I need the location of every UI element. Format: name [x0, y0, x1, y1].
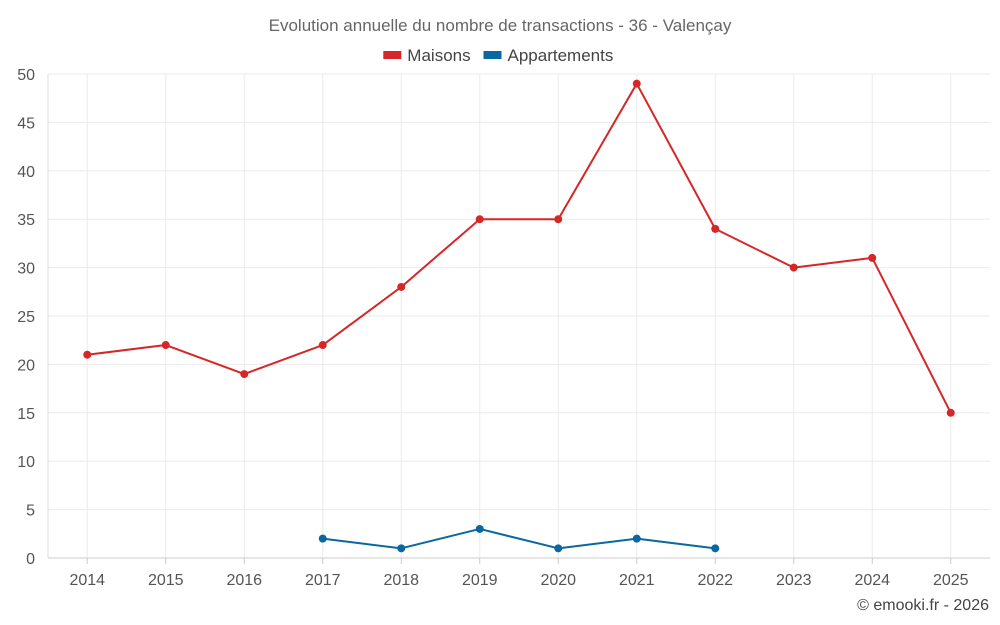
- y-tick-label: 25: [17, 309, 35, 326]
- data-point[interactable]: [632, 79, 641, 88]
- x-tick-label: 2024: [854, 572, 890, 589]
- x-tick-label: 2023: [776, 572, 812, 589]
- x-tick-label: 2015: [148, 572, 184, 589]
- data-point[interactable]: [475, 215, 484, 224]
- data-point[interactable]: [711, 224, 720, 233]
- y-tick-label: 35: [17, 212, 35, 229]
- credit-text: © emooki.fr - 2026: [857, 597, 989, 614]
- y-tick-label: 40: [17, 164, 35, 181]
- data-point[interactable]: [554, 215, 563, 224]
- x-tick-label: 2021: [619, 572, 655, 589]
- x-tick-label: 2016: [226, 572, 262, 589]
- y-axis-ticks: 0 5 10 15 20 25 30 35 40 45 50: [17, 67, 35, 568]
- series-line: [87, 82, 952, 414]
- x-tick-label: 2017: [305, 572, 341, 589]
- legend-item-maisons[interactable]: Maisons: [383, 46, 471, 65]
- y-tick-label: 15: [17, 406, 35, 423]
- data-point[interactable]: [868, 253, 877, 262]
- data-point[interactable]: [789, 263, 798, 272]
- data-point[interactable]: [318, 341, 327, 350]
- series-layer: [83, 79, 955, 553]
- y-tick-label: 30: [17, 261, 35, 278]
- data-point[interactable]: [240, 370, 249, 379]
- y-tick-label: 0: [26, 551, 35, 568]
- y-tick-label: 45: [17, 115, 35, 132]
- y-tick-label: 10: [17, 454, 35, 471]
- x-tick-label: 2014: [69, 572, 105, 589]
- legend-item-appartements[interactable]: Appartements: [483, 46, 614, 65]
- y-tick-label: 50: [17, 67, 35, 84]
- x-tick-label: 2025: [933, 572, 969, 589]
- y-tick-label: 20: [17, 357, 35, 374]
- data-point[interactable]: [397, 282, 406, 291]
- y-tick-label: 5: [26, 503, 35, 520]
- x-tick-label: 2020: [540, 572, 576, 589]
- data-point[interactable]: [632, 534, 641, 543]
- data-point[interactable]: [475, 524, 484, 533]
- grid: [48, 73, 990, 558]
- legend-label: Maisons: [407, 46, 470, 65]
- legend-swatch: [483, 51, 502, 59]
- axes: [47, 74, 990, 559]
- x-tick-label: 2018: [383, 572, 419, 589]
- legend-label: Appartements: [508, 46, 614, 65]
- data-point[interactable]: [397, 544, 406, 553]
- series-appartements: [318, 524, 720, 553]
- x-tick-label: 2022: [697, 572, 733, 589]
- data-point[interactable]: [946, 408, 955, 417]
- chart-title: Evolution annuelle du nombre de transact…: [269, 16, 732, 35]
- x-tick-label: 2019: [462, 572, 498, 589]
- series-line: [322, 527, 716, 550]
- legend-swatch: [383, 51, 402, 59]
- data-point[interactable]: [161, 341, 170, 350]
- legend: Maisons Appartements: [383, 46, 613, 65]
- data-point[interactable]: [554, 544, 563, 553]
- data-point[interactable]: [83, 350, 92, 359]
- x-axis-ticks: 2014 2015 2016 2017 2018 2019 2020 2021 2022 2023…: [69, 558, 969, 589]
- data-point[interactable]: [318, 534, 327, 543]
- series-maisons: [83, 79, 955, 417]
- data-point[interactable]: [711, 544, 720, 553]
